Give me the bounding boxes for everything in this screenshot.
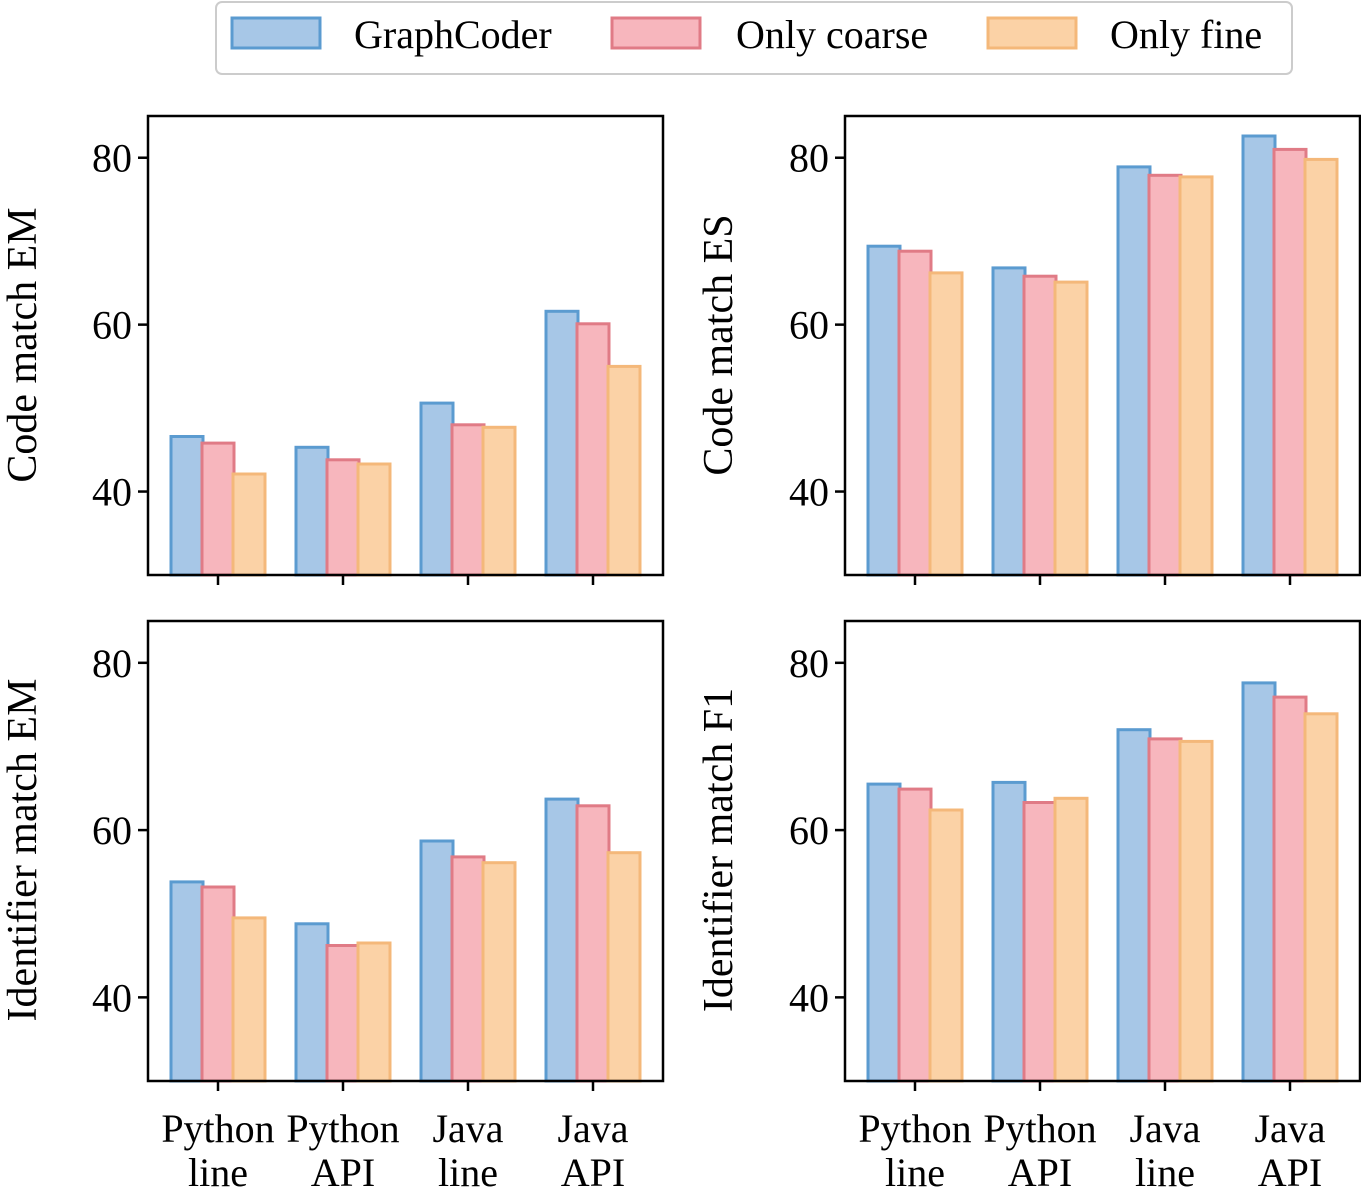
x-tick-label: Java [1129, 1106, 1200, 1151]
bar-graphcoder-python-api [294, 922, 330, 1083]
bar-graphcoder-python-line [169, 435, 205, 577]
bar-only-fine-python-api [1053, 280, 1089, 577]
x-tick-label: Python [983, 1106, 1096, 1151]
axes-frame [843, 619, 1361, 1083]
x-tick-label: Java [1254, 1106, 1325, 1151]
y-tick-label: 60 [92, 303, 132, 348]
legend: GraphCoder Only coarse Only fine [215, 1, 1293, 75]
ylabel-code-match-em: Code match EM [0, 207, 46, 482]
bar-graphcoder-java-api [544, 309, 580, 577]
x-tick-label: line [885, 1150, 945, 1195]
x-tick-label: API [561, 1150, 625, 1195]
axes-frame [843, 114, 1361, 577]
panel-code-match-em: Code match EM 40 60 80 [0, 114, 665, 585]
axes-frame [146, 619, 665, 1083]
bar-only-fine-java-api [1303, 157, 1339, 577]
x-tick-label: API [1258, 1150, 1322, 1195]
y-tick-label: 40 [789, 975, 829, 1020]
bar-graphcoder-python-line [866, 782, 902, 1083]
legend-label-graphcoder: GraphCoder [354, 12, 552, 57]
bar-graphcoder-java-line [419, 839, 455, 1083]
y-tick-label: 60 [789, 808, 829, 853]
y-tick-label: 80 [789, 136, 829, 181]
y-tick-label: 60 [92, 808, 132, 853]
y-tick-label: 40 [789, 470, 829, 515]
bar-only-coarse-java-api [1272, 147, 1308, 577]
bar-graphcoder-java-line [1116, 728, 1152, 1083]
legend-swatch-graphcoder [230, 16, 322, 50]
bar-only-coarse-python-line [897, 249, 933, 577]
panel-identifier-match-f1: Identifier match F1 40 60 80 [696, 619, 1361, 1091]
bar-graphcoder-java-api [1241, 134, 1277, 577]
bar-only-coarse-java-line [450, 855, 486, 1083]
x-tick-label: API [311, 1150, 375, 1195]
bar-only-coarse-java-api [575, 322, 611, 577]
y-tick-label: 40 [92, 470, 132, 515]
x-tick-label: Python [286, 1106, 399, 1151]
legend-label-only-coarse: Only coarse [736, 12, 928, 57]
bar-only-coarse-java-api [1272, 695, 1308, 1083]
bar-only-coarse-java-api [575, 804, 611, 1083]
legend-swatch-only-fine [986, 16, 1078, 50]
bar-only-fine-java-api [606, 851, 642, 1083]
y-tick-label: 80 [92, 641, 132, 686]
bar-only-fine-python-line [231, 916, 267, 1083]
x-tick-labels-right: Python line Python API Java line Java AP… [858, 1106, 1325, 1195]
bar-only-coarse-python-line [897, 787, 933, 1083]
bar-graphcoder-python-api [991, 780, 1027, 1083]
bar-graphcoder-java-line [1116, 165, 1152, 577]
bar-only-coarse-python-api [1022, 274, 1058, 577]
bar-only-fine-python-api [356, 941, 392, 1083]
panel-code-match-es: Code match ES 40 60 80 [696, 114, 1361, 585]
y-tick-label: 40 [92, 975, 132, 1020]
ylabel-identifier-match-em: Identifier match EM [0, 679, 46, 1022]
legend-swatch-only-coarse [610, 16, 702, 50]
bar-only-coarse-python-line [200, 885, 236, 1083]
x-tick-label: Python [858, 1106, 971, 1151]
bar-only-fine-java-line [481, 861, 517, 1083]
ylabel-identifier-match-f1: Identifier match F1 [696, 688, 742, 1012]
x-tick-label: Java [432, 1106, 503, 1151]
bar-only-fine-python-api [1053, 796, 1089, 1083]
x-tick-label: line [438, 1150, 498, 1195]
x-tick-label: line [1135, 1150, 1195, 1195]
x-tick-label: Java [557, 1106, 628, 1151]
bar-only-coarse-python-line [200, 441, 236, 577]
bar-only-fine-java-line [1178, 739, 1214, 1083]
x-tick-label: API [1008, 1150, 1072, 1195]
bar-only-fine-python-line [928, 808, 964, 1083]
bar-only-coarse-python-api [325, 458, 361, 577]
bar-only-fine-python-line [928, 271, 964, 577]
y-tick-label: 60 [789, 303, 829, 348]
x-tick-label: line [188, 1150, 248, 1195]
bar-graphcoder-java-api [1241, 681, 1277, 1083]
bar-only-fine-python-line [231, 472, 267, 577]
bar-only-coarse-python-api [325, 944, 361, 1083]
bar-only-fine-java-api [606, 364, 642, 577]
y-tick-label: 80 [92, 136, 132, 181]
bar-graphcoder-python-api [294, 445, 330, 577]
bar-only-fine-python-api [356, 462, 392, 577]
bar-only-coarse-java-line [1147, 173, 1183, 577]
bar-only-fine-java-line [1178, 175, 1214, 577]
legend-label-only-fine: Only fine [1110, 12, 1262, 57]
bar-only-coarse-python-api [1022, 801, 1058, 1083]
axes-frame [146, 114, 665, 577]
bar-graphcoder-java-line [419, 401, 455, 577]
x-tick-label: Python [161, 1106, 274, 1151]
bar-only-coarse-java-line [450, 423, 486, 577]
bar-graphcoder-java-api [544, 797, 580, 1083]
bar-only-fine-java-line [481, 425, 517, 577]
bar-graphcoder-python-api [991, 266, 1027, 577]
panel-identifier-match-em: Identifier match EM 40 60 80 [0, 619, 665, 1091]
x-tick-labels-left: Python line Python API Java line Java AP… [161, 1106, 628, 1195]
ylabel-code-match-es: Code match ES [696, 214, 742, 475]
bar-graphcoder-python-line [169, 880, 205, 1083]
bar-only-fine-java-api [1303, 712, 1339, 1083]
bar-graphcoder-python-line [866, 244, 902, 577]
y-tick-label: 80 [789, 641, 829, 686]
bar-only-coarse-java-line [1147, 737, 1183, 1083]
